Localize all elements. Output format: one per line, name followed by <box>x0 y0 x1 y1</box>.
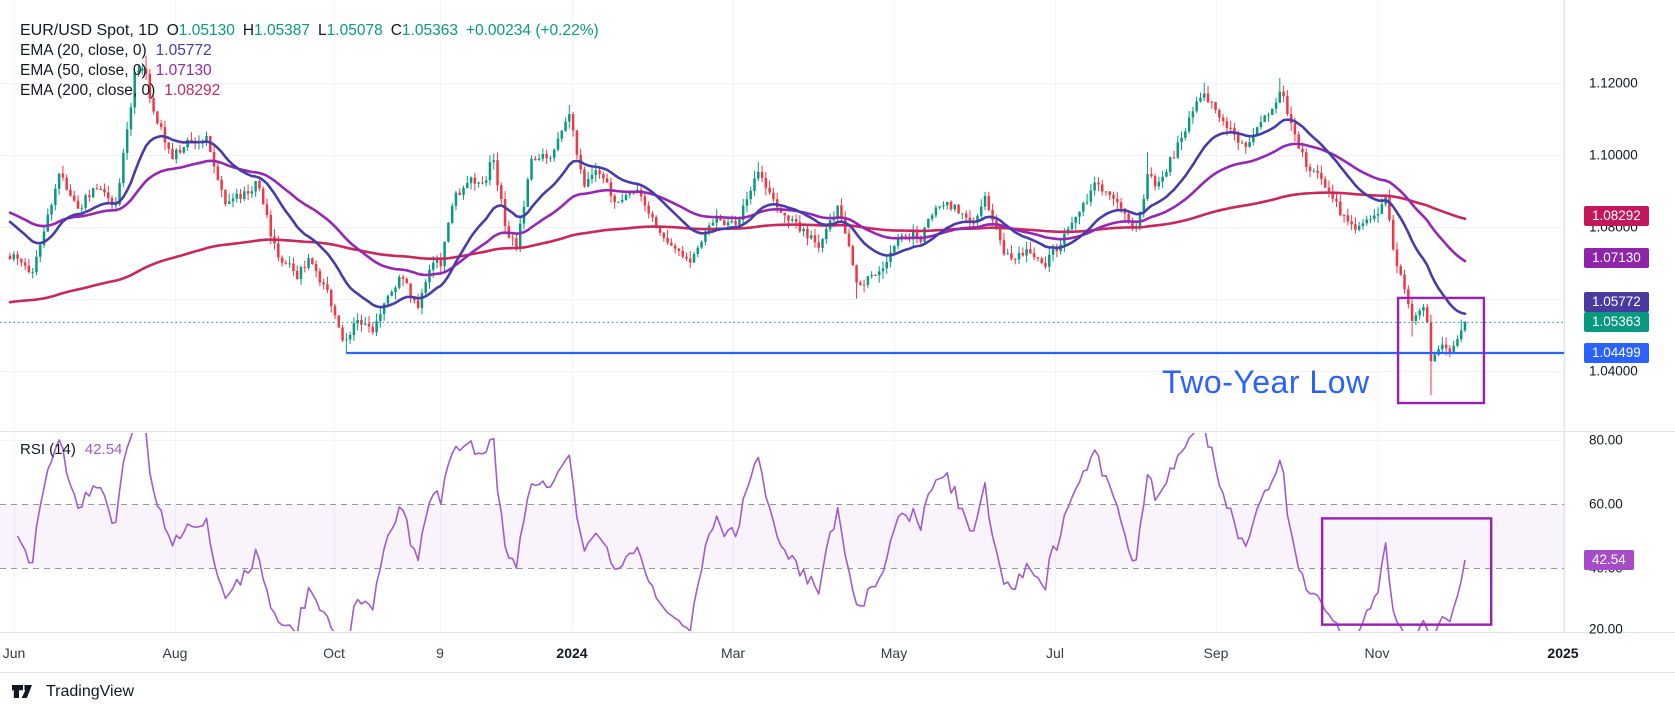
ema-legend-value: 1.05772 <box>155 42 212 59</box>
panel-frame <box>0 0 1675 673</box>
ohlc-value: 1.05130 <box>178 22 235 39</box>
ema-legend-row[interactable]: EMA (20, close, 0) 1.05772 <box>20 41 599 61</box>
footer-brand[interactable]: TradingView <box>12 683 134 701</box>
rsi-axis-label: 20.00 <box>1589 621 1623 637</box>
ohlc-letter: L <box>318 22 327 39</box>
rsi-value: 42.54 <box>84 441 123 458</box>
time-axis-label: Jun <box>2 645 26 661</box>
highlight-boxes[interactable] <box>1320 296 1493 626</box>
time-axis-label: May <box>880 645 908 661</box>
ema-price-badge: 1.08292 <box>1584 206 1649 227</box>
time-axis-label: 2024 <box>556 645 588 661</box>
time-axis-label: Aug <box>162 645 188 661</box>
rsi-axis-label: 80.00 <box>1589 432 1623 448</box>
time-axis-label: Mar <box>720 645 746 661</box>
last-price-badge: 1.05363 <box>1584 311 1649 332</box>
rsi-band <box>0 504 1564 569</box>
price-axis-label: 1.04000 <box>1589 363 1638 379</box>
ray-level-badge: 1.04499 <box>1584 343 1649 364</box>
time-axis-label: Nov <box>1364 645 1390 661</box>
rsi-axis-label: 60.00 <box>1589 496 1623 512</box>
time-axis-label: Jul <box>1046 645 1064 661</box>
gridlines <box>0 0 1564 631</box>
price-axis-label: 1.10000 <box>1589 147 1638 163</box>
ema-legend-row[interactable]: EMA (50, close, 0) 1.07130 <box>20 61 599 81</box>
time-axis-label: Sep <box>1203 645 1229 661</box>
brand-text: TradingView <box>46 683 135 700</box>
symbol-row[interactable]: EUR/USD Spot, 1D O1.05130 H1.05387 L1.05078… <box>20 21 599 41</box>
candlestick-series <box>8 55 1467 396</box>
ema-legend-label: EMA (50, close, 0) <box>20 62 147 79</box>
ohlc-letter: C <box>390 22 402 39</box>
ema-price-badge: 1.07130 <box>1584 248 1649 269</box>
ohlc-letter: H <box>242 22 255 39</box>
ohlc-letter: O <box>166 22 179 39</box>
ohlc-value: 1.05078 <box>326 22 383 39</box>
ema-legend-value: 1.07130 <box>155 62 212 79</box>
change-value: +0.00234 (+0.22%) <box>465 22 599 39</box>
ema-legend-label: EMA (20, close, 0) <box>20 42 147 59</box>
rsi-label: RSI (14) <box>20 441 76 458</box>
ema-lines <box>8 118 1467 316</box>
rsi-line <box>16 433 1466 631</box>
ohlc-value: 1.05387 <box>254 22 311 39</box>
main-pane-legend: EUR/USD Spot, 1D O1.05130 H1.05387 L1.05078… <box>20 21 599 101</box>
ema-legend-rows: EMA (20, close, 0) 1.05772 EMA (50, close,… <box>20 41 599 101</box>
ohlc-values: O1.05130 H1.05387 L1.05078 C1.05363 <box>159 22 458 39</box>
symbol-title: EUR/USD Spot, 1D <box>20 22 159 39</box>
two-year-low-annotation[interactable]: Two-Year Low <box>1162 364 1370 400</box>
ema-legend-label: EMA (200, close, 0) <box>20 82 156 99</box>
ohlc-value: 1.05363 <box>401 22 458 39</box>
price-axis-label: 1.12000 <box>1589 75 1638 91</box>
rsi-value-badge: 42.54 <box>1584 549 1634 570</box>
ema-price-badge: 1.05772 <box>1584 291 1649 312</box>
tradingview-logo-icon <box>12 684 32 698</box>
time-axis-label: 9 <box>436 645 444 661</box>
ema-legend-row[interactable]: EMA (200, close, 0) 1.08292 <box>20 81 599 101</box>
time-axis-label: Oct <box>323 645 345 661</box>
time-axis-label: 2025 <box>1547 645 1579 661</box>
rsi-pane-legend[interactable]: RSI (14) 42.54 <box>20 440 122 460</box>
ema-legend-value: 1.08292 <box>164 82 221 99</box>
